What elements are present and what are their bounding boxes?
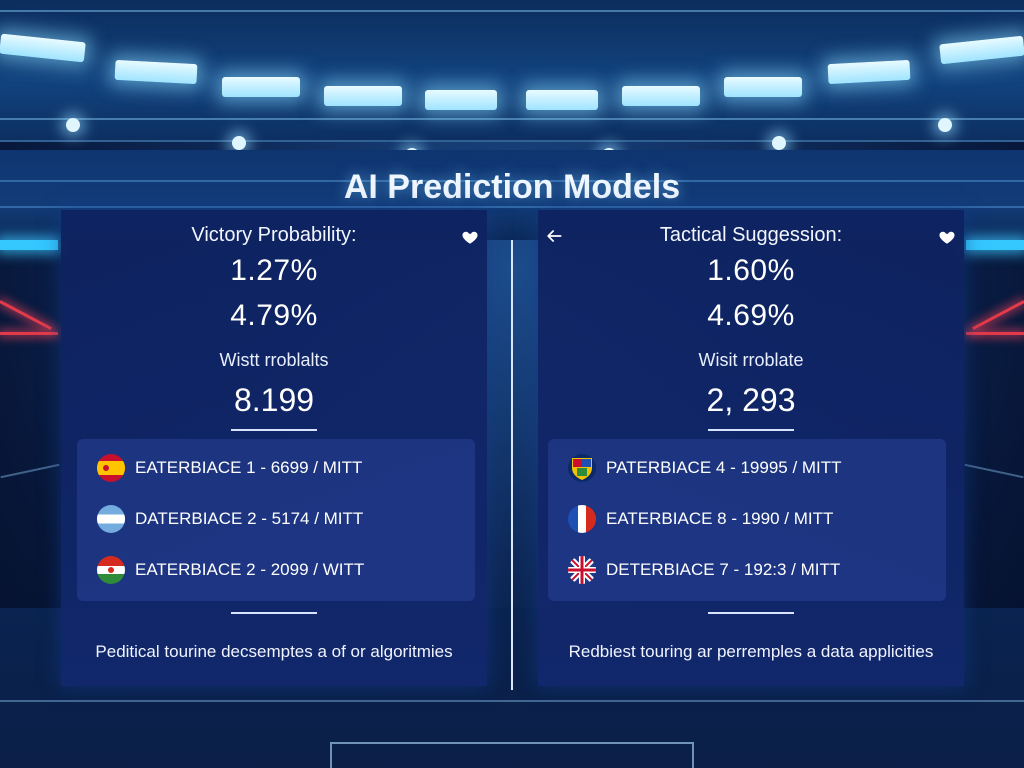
tactical-suggestion-panel: Tactical Suggession: 1.60% 4.69% Wisit r… bbox=[538, 210, 964, 686]
floodlight bbox=[222, 77, 300, 97]
list-item-text: DETERBIACE 7 - 192:3 / MITT bbox=[606, 560, 841, 579]
floodlight bbox=[526, 90, 598, 110]
uk-flag-icon bbox=[568, 556, 596, 584]
list-item[interactable]: EATERBIACE 1 - 6699 / MITT bbox=[97, 453, 465, 483]
led-strip bbox=[0, 332, 58, 335]
spain-flag-icon bbox=[97, 454, 125, 482]
stat-value-primary: 1.27% bbox=[230, 254, 318, 287]
france-flag-icon bbox=[568, 505, 596, 533]
floodlight bbox=[724, 77, 802, 97]
floodlight bbox=[114, 59, 198, 85]
heart-icon[interactable] bbox=[938, 228, 956, 246]
lamp bbox=[938, 118, 952, 132]
list-item-text: EATERBIACE 8 - 1990 / MITT bbox=[606, 509, 834, 528]
panel-header: Tactical Suggession: bbox=[538, 218, 964, 256]
list-item-text: DATERBIACE 2 - 5174 / MITT bbox=[135, 509, 364, 528]
panel-header: Victory Probability: bbox=[61, 218, 487, 256]
floodlight bbox=[827, 59, 911, 85]
floodlight bbox=[622, 86, 700, 106]
panel-subtitle: Wistt rroblalts bbox=[219, 350, 329, 370]
pitch-line bbox=[0, 700, 1024, 702]
list-item-text: EATERBIACE 2 - 2099 / WITT bbox=[135, 560, 365, 579]
divider bbox=[708, 612, 794, 614]
divider bbox=[231, 429, 317, 431]
stat-value-secondary: 4.79% bbox=[230, 299, 318, 332]
heart-icon[interactable] bbox=[461, 228, 479, 246]
list-item[interactable]: DATERBIACE 2 - 5174 / MITT bbox=[97, 504, 465, 534]
team-list: EATERBIACE 1 - 6699 / MITT DATERBIACE 2 … bbox=[77, 439, 475, 601]
mixed-flag-icon bbox=[97, 556, 125, 584]
led-strip bbox=[966, 332, 1024, 335]
panel-caption: Redbiest touring ar perremples a data ap… bbox=[568, 642, 934, 661]
list-item[interactable]: PATERBIACE 4 - 19995 / MITT bbox=[568, 453, 936, 483]
led-bar bbox=[966, 240, 1024, 250]
crest-flag-icon bbox=[568, 454, 596, 482]
list-item[interactable]: EATERBIACE 2 - 2099 / WITT bbox=[97, 555, 465, 585]
arrow-left-icon[interactable] bbox=[544, 226, 564, 246]
argentina-flag-icon bbox=[97, 505, 125, 533]
led-strip bbox=[0, 300, 52, 331]
list-item-text: EATERBIACE 1 - 6699 / MITT bbox=[135, 458, 363, 477]
big-number: 8.199 bbox=[233, 382, 315, 418]
floodlight bbox=[425, 90, 497, 110]
lamp bbox=[66, 118, 80, 132]
panel-caption: Peditical tourine decsemptes a of or alg… bbox=[95, 642, 453, 661]
team-list: PATERBIACE 4 - 19995 / MITT EATERBIACE 8… bbox=[548, 439, 946, 601]
roof-truss bbox=[0, 118, 1024, 120]
center-divider bbox=[511, 240, 513, 690]
pitch-line bbox=[964, 463, 1024, 479]
led-strip bbox=[972, 300, 1024, 331]
stat-value-secondary: 4.69% bbox=[707, 299, 795, 332]
big-number: 2, 293 bbox=[706, 382, 796, 418]
divider bbox=[231, 612, 317, 614]
goal-box bbox=[330, 742, 694, 768]
panel-subtitle: Wisit rroblate bbox=[698, 350, 804, 370]
lamp bbox=[772, 136, 786, 150]
lamp bbox=[232, 136, 246, 150]
list-item[interactable]: EATERBIACE 8 - 1990 / MITT bbox=[568, 504, 936, 534]
stand-line bbox=[0, 206, 1024, 208]
led-bar bbox=[0, 240, 58, 250]
victory-probability-panel: Victory Probability: 1.27% 4.79% Wistt r… bbox=[61, 210, 487, 686]
floodlight bbox=[324, 86, 402, 106]
roof-truss bbox=[0, 10, 1024, 12]
list-item-text: PATERBIACE 4 - 19995 / MITT bbox=[606, 458, 842, 477]
panel-title: Victory Probability: bbox=[191, 224, 357, 246]
page-title: AI Prediction Models bbox=[343, 168, 681, 206]
list-item[interactable]: DETERBIACE 7 - 192:3 / MITT bbox=[568, 555, 936, 585]
divider bbox=[708, 429, 794, 431]
panel-title: Tactical Suggession: bbox=[659, 224, 843, 246]
pitch-line bbox=[0, 463, 60, 479]
stat-value-primary: 1.60% bbox=[707, 254, 795, 287]
stand-line bbox=[0, 180, 1024, 182]
